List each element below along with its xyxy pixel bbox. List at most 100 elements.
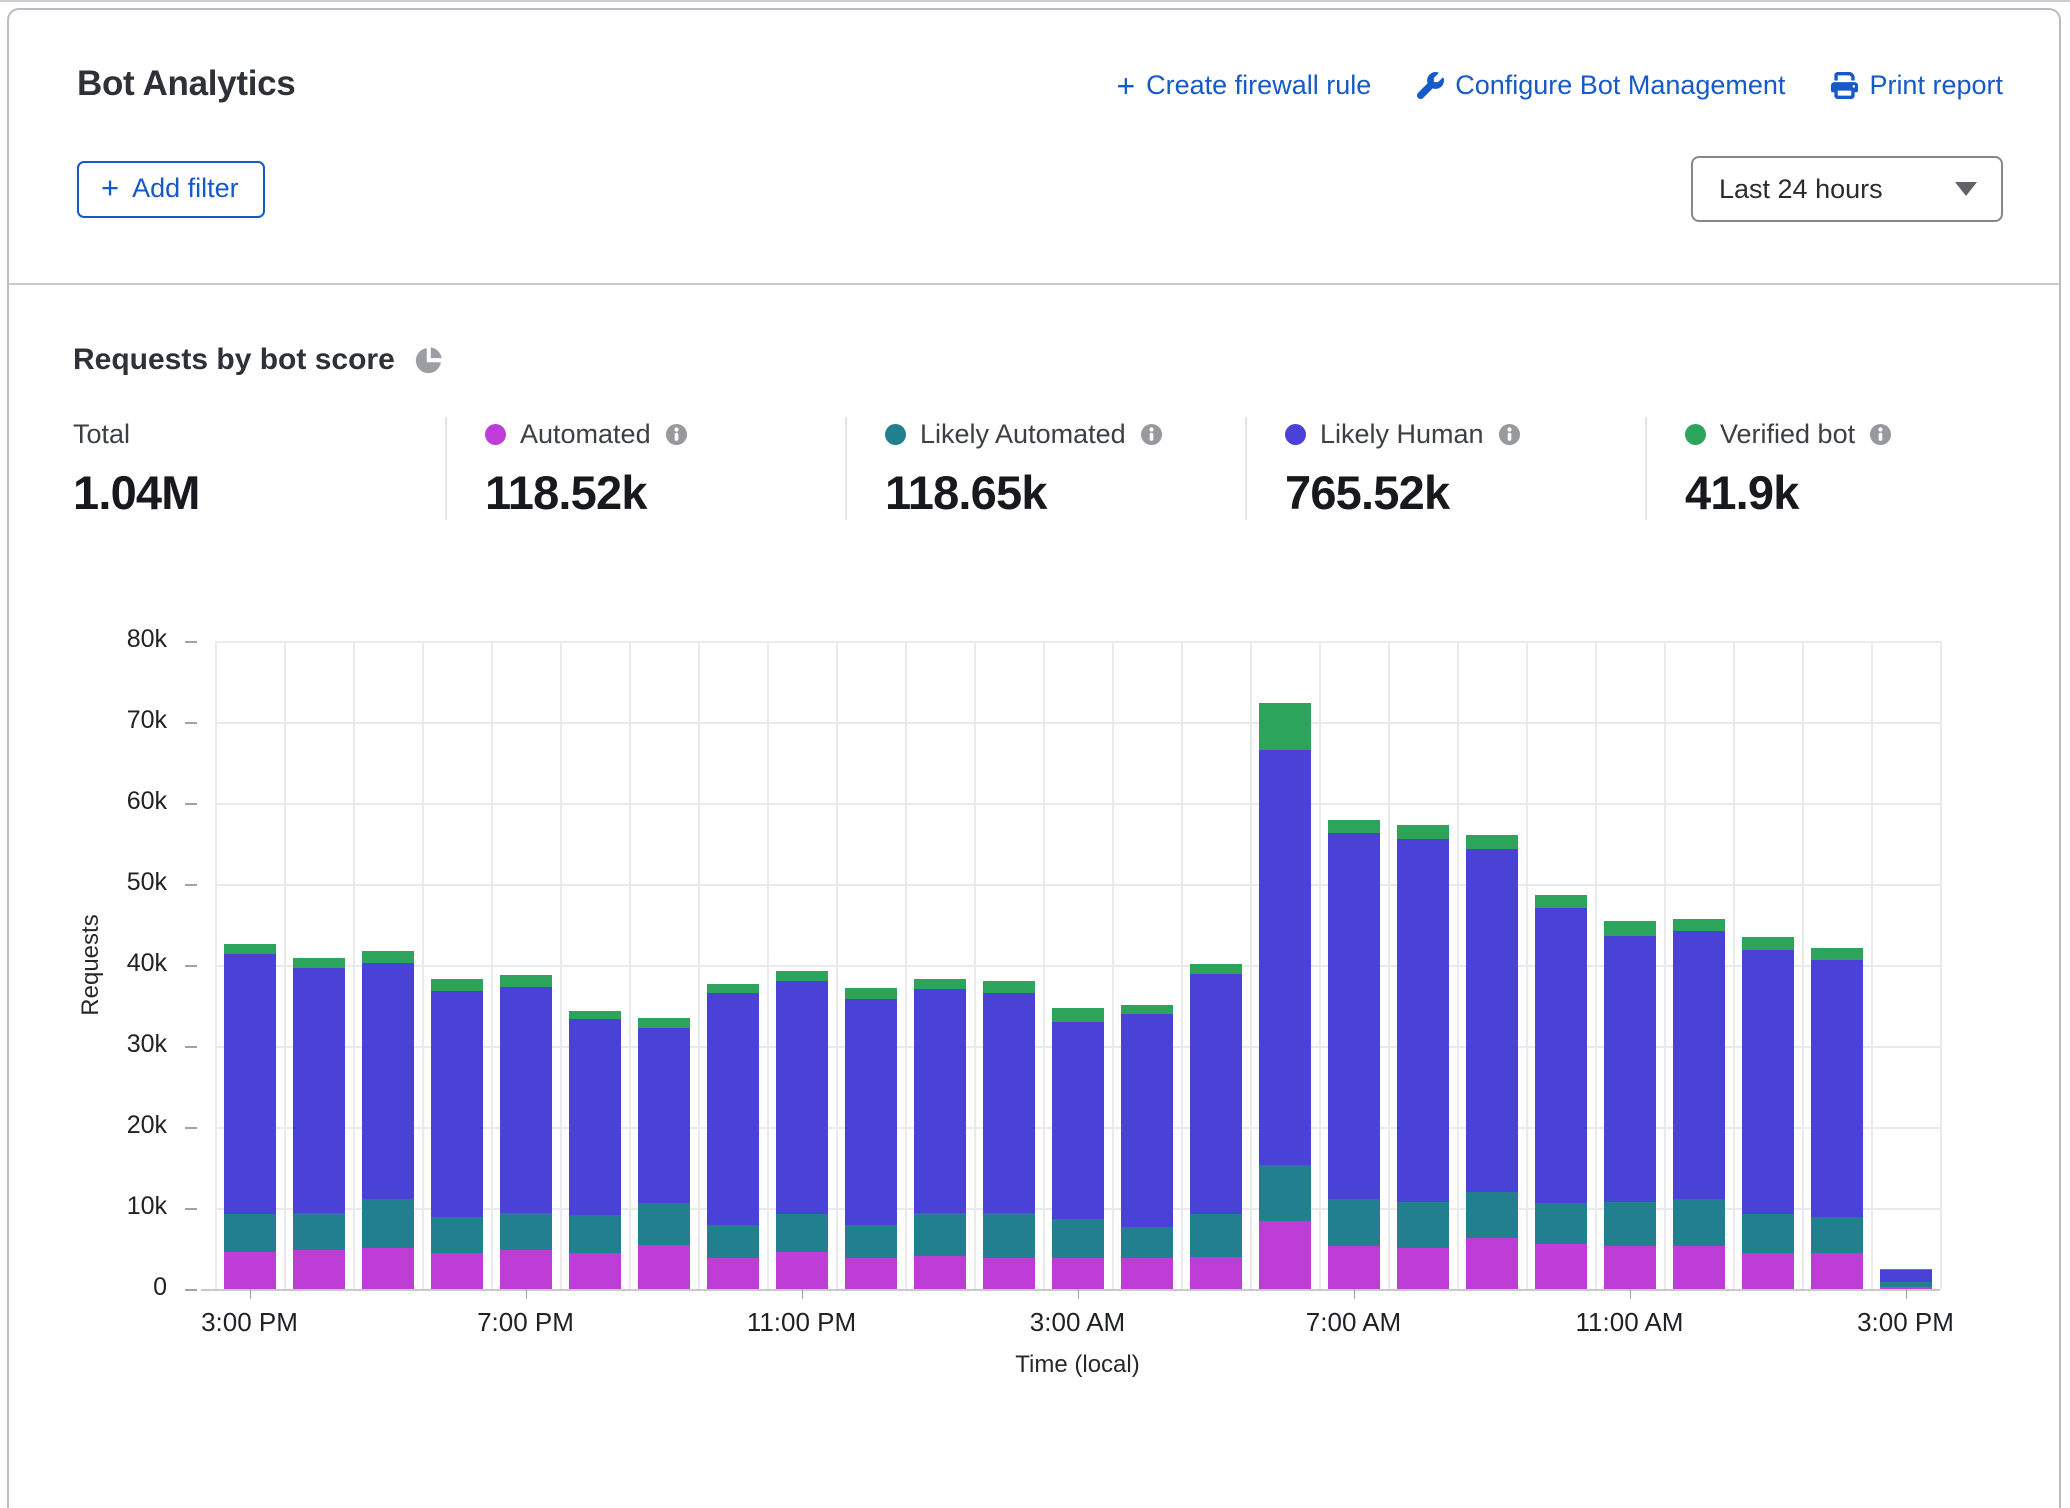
bar-segment-likely-human[interactable] xyxy=(637,1028,690,1204)
bar-segment-verified-bot[interactable] xyxy=(1189,964,1242,974)
info-icon[interactable] xyxy=(1869,423,1892,446)
bar-segment-likely-automated[interactable] xyxy=(499,1212,552,1251)
bar-segment-likely-automated[interactable] xyxy=(1741,1214,1794,1253)
bar-segment-automated[interactable] xyxy=(1189,1256,1242,1289)
bar-segment-verified-bot[interactable] xyxy=(568,1011,621,1020)
bar-segment-likely-human[interactable] xyxy=(913,989,966,1213)
bar-segment-likely-automated[interactable] xyxy=(1603,1202,1656,1247)
bar-segment-likely-automated[interactable] xyxy=(292,1212,345,1251)
bar-segment-automated[interactable] xyxy=(1672,1246,1725,1289)
bar-segment-verified-bot[interactable] xyxy=(706,983,759,994)
add-filter-button[interactable]: + Add filter xyxy=(77,160,265,218)
bar-segment-verified-bot[interactable] xyxy=(1672,918,1725,931)
bar-segment-likely-human[interactable] xyxy=(1465,849,1518,1192)
bar-segment-likely-human[interactable] xyxy=(982,992,1035,1213)
bar-segment-likely-automated[interactable] xyxy=(1396,1202,1449,1248)
bar-segment-likely-automated[interactable] xyxy=(1327,1199,1380,1247)
bar-segment-automated[interactable] xyxy=(1879,1286,1932,1289)
bar-segment-likely-human[interactable] xyxy=(499,986,552,1213)
bar-segment-likely-automated[interactable] xyxy=(1120,1227,1173,1259)
bar-segment-likely-human[interactable] xyxy=(1051,1021,1104,1219)
bar-segment-likely-automated[interactable] xyxy=(223,1214,276,1252)
bar-segment-verified-bot[interactable] xyxy=(1327,820,1380,833)
bar-segment-automated[interactable] xyxy=(1603,1246,1656,1289)
bar-segment-likely-automated[interactable] xyxy=(637,1203,690,1246)
bar-segment-likely-human[interactable] xyxy=(1879,1270,1932,1283)
info-icon[interactable] xyxy=(1498,423,1521,446)
bar-segment-likely-human[interactable] xyxy=(1672,930,1725,1200)
bar-segment-automated[interactable] xyxy=(1327,1246,1380,1289)
bar-segment-verified-bot[interactable] xyxy=(1879,1269,1932,1271)
bar-segment-likely-automated[interactable] xyxy=(1258,1165,1311,1221)
bar-segment-automated[interactable] xyxy=(292,1250,345,1289)
bar-segment-verified-bot[interactable] xyxy=(499,974,552,987)
bar-segment-likely-automated[interactable] xyxy=(913,1212,966,1256)
bar-segment-likely-automated[interactable] xyxy=(1879,1282,1932,1287)
bar-segment-verified-bot[interactable] xyxy=(1741,937,1794,950)
info-icon[interactable] xyxy=(665,423,688,446)
bar-segment-verified-bot[interactable] xyxy=(1534,894,1587,909)
bar-segment-automated[interactable] xyxy=(1465,1237,1518,1289)
bar-segment-likely-automated[interactable] xyxy=(982,1212,1035,1259)
print-report-link[interactable]: Print report xyxy=(1831,70,2003,101)
bar-segment-verified-bot[interactable] xyxy=(913,978,966,990)
bar-segment-likely-human[interactable] xyxy=(430,990,483,1217)
bar-segment-verified-bot[interactable] xyxy=(982,981,1035,993)
bar-segment-automated[interactable] xyxy=(1741,1252,1794,1289)
info-icon[interactable] xyxy=(1140,423,1163,446)
bar-segment-likely-automated[interactable] xyxy=(361,1199,414,1248)
bar-segment-likely-human[interactable] xyxy=(1810,960,1863,1217)
bar-segment-verified-bot[interactable] xyxy=(844,988,897,999)
bar-segment-verified-bot[interactable] xyxy=(292,957,345,969)
bar-segment-automated[interactable] xyxy=(1810,1252,1863,1289)
bar-segment-verified-bot[interactable] xyxy=(1465,834,1518,850)
bar-segment-likely-human[interactable] xyxy=(223,954,276,1215)
bar-segment-likely-human[interactable] xyxy=(568,1019,621,1216)
bar-segment-verified-bot[interactable] xyxy=(1810,947,1863,961)
bar-segment-likely-human[interactable] xyxy=(1396,838,1449,1203)
bar-segment-likely-automated[interactable] xyxy=(1672,1199,1725,1247)
bar-segment-likely-human[interactable] xyxy=(1741,949,1794,1215)
bar-segment-automated[interactable] xyxy=(706,1258,759,1289)
configure-bot-management-link[interactable]: Configure Bot Management xyxy=(1417,70,1785,101)
bar-segment-verified-bot[interactable] xyxy=(775,970,828,982)
bar-segment-likely-automated[interactable] xyxy=(568,1215,621,1253)
bar-segment-automated[interactable] xyxy=(1534,1243,1587,1289)
bar-segment-likely-automated[interactable] xyxy=(1810,1216,1863,1253)
bar-segment-likely-automated[interactable] xyxy=(706,1225,759,1259)
bar-segment-likely-human[interactable] xyxy=(292,968,345,1213)
bar-segment-automated[interactable] xyxy=(1258,1220,1311,1289)
bar-segment-automated[interactable] xyxy=(1120,1258,1173,1289)
time-range-select[interactable]: Last 24 hours xyxy=(1691,156,2003,222)
bar-segment-likely-automated[interactable] xyxy=(1051,1218,1104,1259)
bar-segment-verified-bot[interactable] xyxy=(637,1018,690,1029)
bar-segment-automated[interactable] xyxy=(913,1255,966,1289)
bar-segment-likely-human[interactable] xyxy=(1327,832,1380,1200)
bar-segment-likely-automated[interactable] xyxy=(1189,1214,1242,1257)
bar-segment-automated[interactable] xyxy=(982,1258,1035,1289)
bar-segment-likely-human[interactable] xyxy=(361,962,414,1200)
bar-segment-likely-human[interactable] xyxy=(706,993,759,1225)
bar-segment-automated[interactable] xyxy=(637,1245,690,1289)
bar-segment-verified-bot[interactable] xyxy=(1603,921,1656,936)
bar-segment-automated[interactable] xyxy=(361,1247,414,1289)
bar-segment-likely-human[interactable] xyxy=(1120,1013,1173,1228)
bar-segment-likely-human[interactable] xyxy=(1603,935,1656,1203)
bar-segment-likely-automated[interactable] xyxy=(430,1216,483,1253)
bar-segment-likely-human[interactable] xyxy=(1534,908,1587,1204)
bar-segment-verified-bot[interactable] xyxy=(223,943,276,955)
bar-segment-likely-automated[interactable] xyxy=(1534,1203,1587,1244)
bar-segment-automated[interactable] xyxy=(223,1251,276,1289)
bar-segment-likely-automated[interactable] xyxy=(1465,1191,1518,1238)
bar-segment-verified-bot[interactable] xyxy=(361,951,414,963)
bar-segment-verified-bot[interactable] xyxy=(1258,703,1311,751)
create-firewall-rule-link[interactable]: + Create firewall rule xyxy=(1116,67,1372,104)
bar-segment-likely-human[interactable] xyxy=(1189,973,1242,1215)
bar-segment-automated[interactable] xyxy=(430,1252,483,1289)
bar-segment-verified-bot[interactable] xyxy=(430,978,483,991)
bar-segment-likely-automated[interactable] xyxy=(844,1225,897,1259)
bar-segment-verified-bot[interactable] xyxy=(1051,1007,1104,1022)
bar-segment-automated[interactable] xyxy=(1051,1258,1104,1289)
bar-segment-verified-bot[interactable] xyxy=(1120,1004,1173,1014)
bar-segment-automated[interactable] xyxy=(1396,1247,1449,1289)
